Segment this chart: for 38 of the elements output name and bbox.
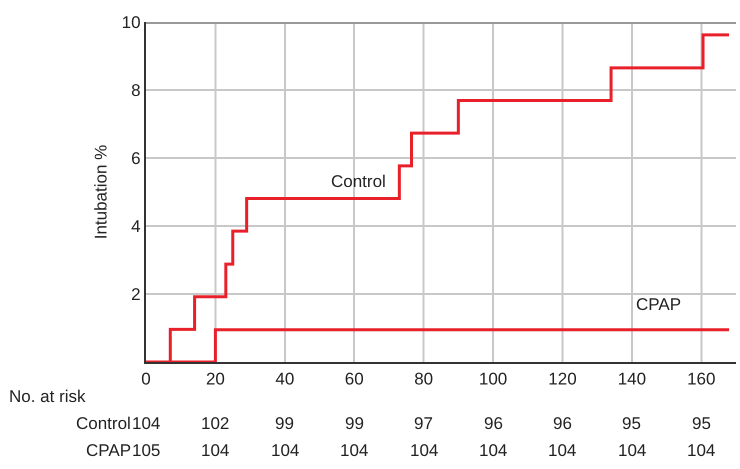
text: 96 [553,414,572,433]
text: 104 [479,441,508,460]
y-tick-label: 4 [131,216,141,236]
y-tick-label: 2 [131,284,141,304]
text: 96 [484,414,503,433]
text: 104 [132,414,160,433]
text: 99 [345,414,364,433]
x-tick-label: 100 [478,369,508,388]
series-label: Control [331,172,386,191]
x-tick-label: 140 [618,369,646,388]
x-tick-label: 160 [687,369,716,388]
text: 95 [692,414,711,433]
text: 104 [201,441,230,460]
text: 95 [622,414,641,433]
series-label: CPAP [636,295,682,314]
text: 104 [687,441,716,460]
text: 104 [548,441,576,460]
y-tick-label: 8 [131,80,141,100]
text: 104 [271,441,300,460]
text: 104 [618,441,646,460]
x-tick-label: 40 [275,369,294,388]
x-tick-label: 60 [344,369,364,388]
text: Control [76,414,131,433]
text: 104 [340,441,368,460]
x-tick-label: 0 [141,369,151,388]
x-tick-label: 80 [414,369,434,388]
text: CPAP [86,441,132,460]
text: 102 [201,414,230,433]
text: 99 [275,414,294,433]
text: 97 [414,414,433,433]
text: 104 [410,441,438,460]
text: No. at risk [9,387,86,406]
x-tick-label: 20 [206,369,225,388]
y-tick-label: 6 [131,148,141,168]
y-axis-title: Intubation % [92,144,111,240]
y-tick-label: 10 [122,12,141,32]
text: 105 [132,441,160,460]
x-tick-label: 120 [548,369,577,388]
